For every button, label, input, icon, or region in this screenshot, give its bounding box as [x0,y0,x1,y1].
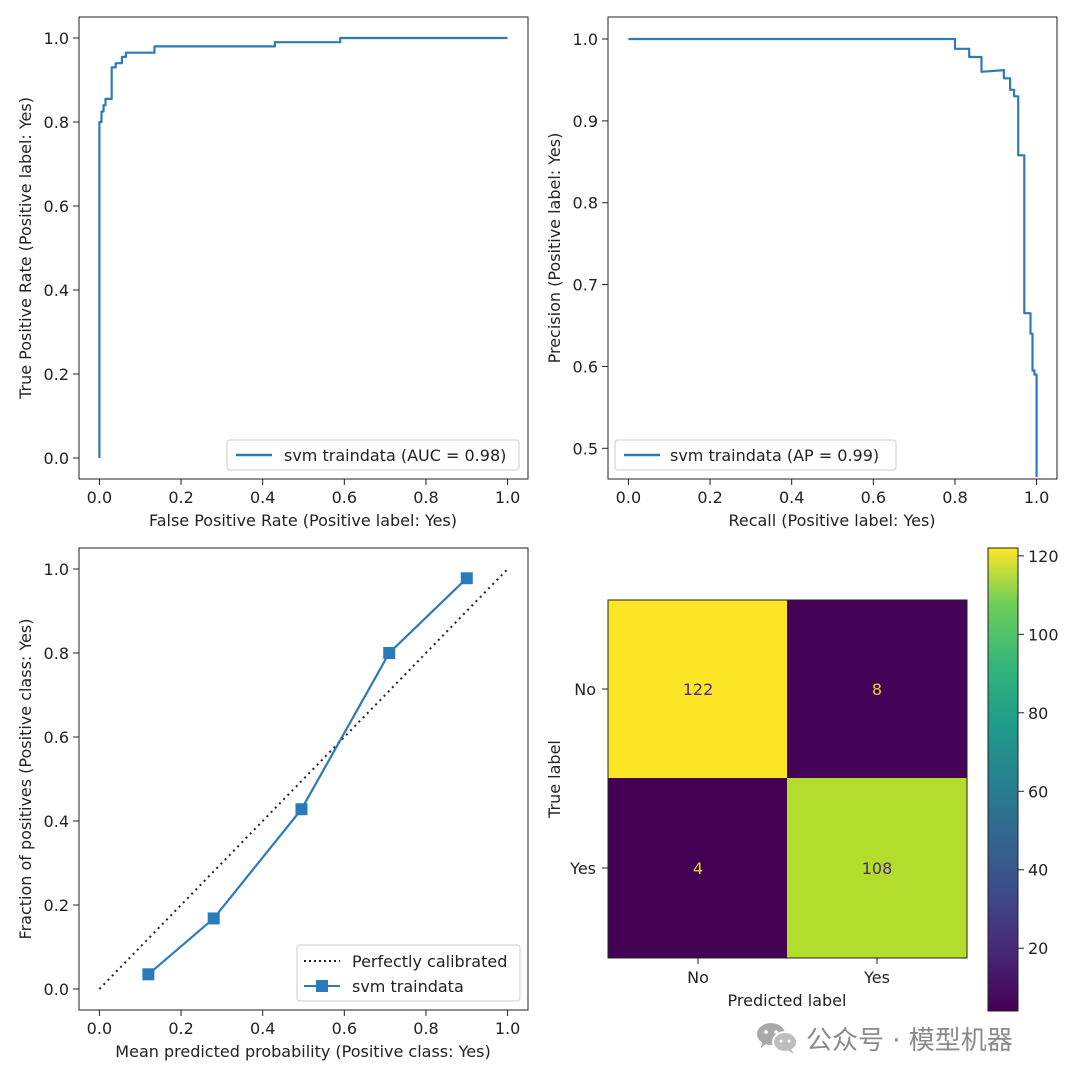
roc-xtick-label: 0.0 [87,488,112,507]
roc-ytick-label: 0.2 [44,365,69,384]
cm-xlabel: Predicted label [728,991,847,1010]
cm-frame [607,599,968,959]
cm-value-no-no: 122 [683,680,714,699]
watermark-text: 公众号 · 模型机器 [806,1025,1013,1056]
calibration-xtick-label: 1.0 [495,1019,520,1038]
calibration-panel: 0.0 0.2 0.4 0.6 0.8 1.0 0.0 0.2 0.4 0.6 0.8 1.0 Mea… [16,547,529,1061]
pr-curve [628,37,1038,477]
calibration-diagonal-line [98,568,509,990]
pr-ytick-label: 0.6 [573,357,598,376]
pr-ytick-label: 0.9 [573,112,598,131]
colorbar-ticks: 20 40 60 80 100 120 [1018,547,1059,958]
roc-ylabel: True Positive Rate (Positive label: Yes) [16,97,35,400]
calibration-ytick-label: 0.2 [44,896,69,915]
cm-value-no-yes: 8 [872,680,882,699]
roc-panel: 0.0 0.2 0.4 0.6 0.8 1.0 0.0 0.2 0.4 0.6 0.8 1.0 Fal… [16,16,529,530]
calibration-xtick-label: 0.2 [168,1019,193,1038]
calibration-xtick-label: 0.6 [332,1019,357,1038]
pr-axes-frame [607,16,1058,480]
confusion-matrix-panel: 122 8 4 108 No Yes No Yes Predicted labe… [545,547,1059,1012]
colorbar [987,547,1019,1012]
calibration-xtick-label: 0.8 [413,1019,438,1038]
pr-xtick-label: 0.4 [779,488,804,507]
calibration-legend-label-diagonal: Perfectly calibrated [352,952,507,971]
calibration-legend-box [296,944,521,1002]
roc-ytick-label: 0.6 [44,197,69,216]
pr-legend-label: svm traindata (AP = 0.99) [670,446,879,465]
cm-ytick-label-no: No [574,680,596,699]
roc-legend-box [226,439,520,471]
cm-ylabel: True label [545,740,564,819]
colorbar-tick-label: 80 [1028,704,1048,723]
colorbar-tick-label: 60 [1028,782,1048,801]
calibration-ytick-label: 0.4 [44,812,69,831]
pr-xtick-label: 0.8 [942,488,967,507]
cm-cell-yes-yes [787,778,967,958]
cm-cell-no-no [608,600,787,778]
roc-curve [98,36,508,458]
roc-ytick-label: 1.0 [44,29,69,48]
pr-xtick-label: 1.0 [1024,488,1049,507]
pr-legend-box [614,439,897,471]
roc-xtick-label: 0.6 [332,488,357,507]
colorbar-tick-label: 40 [1028,861,1048,880]
roc-xlabel: False Positive Rate (Positive label: Yes… [149,511,457,530]
calibration-point [460,572,473,585]
watermark: 公众号 · 模型机器 [756,1018,1013,1058]
roc-legend: svm traindata (AUC = 0.98) [226,439,520,471]
roc-legend-label: svm traindata (AUC = 0.98) [284,446,506,465]
pr-xtick-label: 0.0 [616,488,641,507]
pr-xlabel: Recall (Positive label: Yes) [728,511,935,530]
calibration-ytick-label: 1.0 [44,560,69,579]
cm-value-yes-yes: 108 [862,859,893,878]
pr-legend: svm traindata (AP = 0.99) [614,439,897,471]
cm-value-yes-no: 4 [693,859,703,878]
colorbar-tick-label: 100 [1028,625,1059,644]
cm-xtick-label-yes: Yes [863,968,890,987]
pr-ytick-label: 0.7 [573,276,598,295]
calibration-xtick-label: 0.4 [250,1019,275,1038]
calibration-legend: Perfectly calibrated svm traindata [296,944,521,1002]
roc-xtick-label: 0.2 [168,488,193,507]
colorbar-tick-label: 20 [1028,939,1048,958]
calibration-point [295,803,308,816]
roc-axes-frame [78,16,529,480]
calibration-curve [147,577,468,976]
calibration-legend-label-series: svm traindata [352,977,464,996]
roc-ytick-label: 0.8 [44,113,69,132]
pr-xtick-label: 0.2 [697,488,722,507]
calibration-ylabel: Fraction of positives (Positive class: Y… [16,619,35,940]
calibration-xlabel: Mean predicted probability (Positive cla… [115,1042,490,1061]
cm-xtick-label-no: No [687,968,709,987]
calibration-ytick-label: 0.6 [44,728,69,747]
calibration-axes-frame [78,547,529,1011]
cm-cell-no-yes [787,600,967,778]
pr-panel: 0.0 0.2 0.4 0.6 0.8 1.0 0.5 0.6 0.7 0.8 0.9 1.0 Rec… [545,16,1058,530]
pr-ylabel: Precision (Positive label: Yes) [545,133,564,364]
calibration-ytick-label: 0.0 [44,980,69,999]
calibration-point [142,968,155,981]
calibration-xtick-label: 0.0 [87,1019,112,1038]
roc-ytick-label: 0.0 [44,449,69,468]
cm-ytick-label-yes: Yes [569,859,596,878]
wechat-icon [757,1023,798,1054]
calibration-ytick-label: 0.8 [44,644,69,663]
roc-xtick-label: 1.0 [495,488,520,507]
pr-ytick-label: 1.0 [573,30,598,49]
calibration-point [383,647,396,659]
pr-xtick-label: 0.6 [861,488,886,507]
pr-plot-area: 0.0 0.2 0.4 0.6 0.8 1.0 0.5 0.6 0.7 0.8 0.9 1.0 [573,16,1058,507]
calibration-point [207,912,220,925]
colorbar-tick-label: 120 [1028,547,1059,566]
roc-xtick-label: 0.8 [413,488,438,507]
calibration-plot-area: 0.0 0.2 0.4 0.6 0.8 1.0 0.0 0.2 0.4 0.6 0.8 1.0 [44,547,529,1038]
calibration-legend-marker [316,980,328,992]
roc-plot-area: 0.0 0.2 0.4 0.6 0.8 1.0 0.0 0.2 0.4 0.6 0.8 1.0 [44,16,529,507]
pr-ytick-label: 0.8 [573,194,598,213]
roc-xtick-label: 0.4 [250,488,275,507]
pr-ytick-label: 0.5 [573,439,598,458]
roc-ytick-label: 0.4 [44,281,69,300]
cm-cell-yes-no [608,778,787,958]
